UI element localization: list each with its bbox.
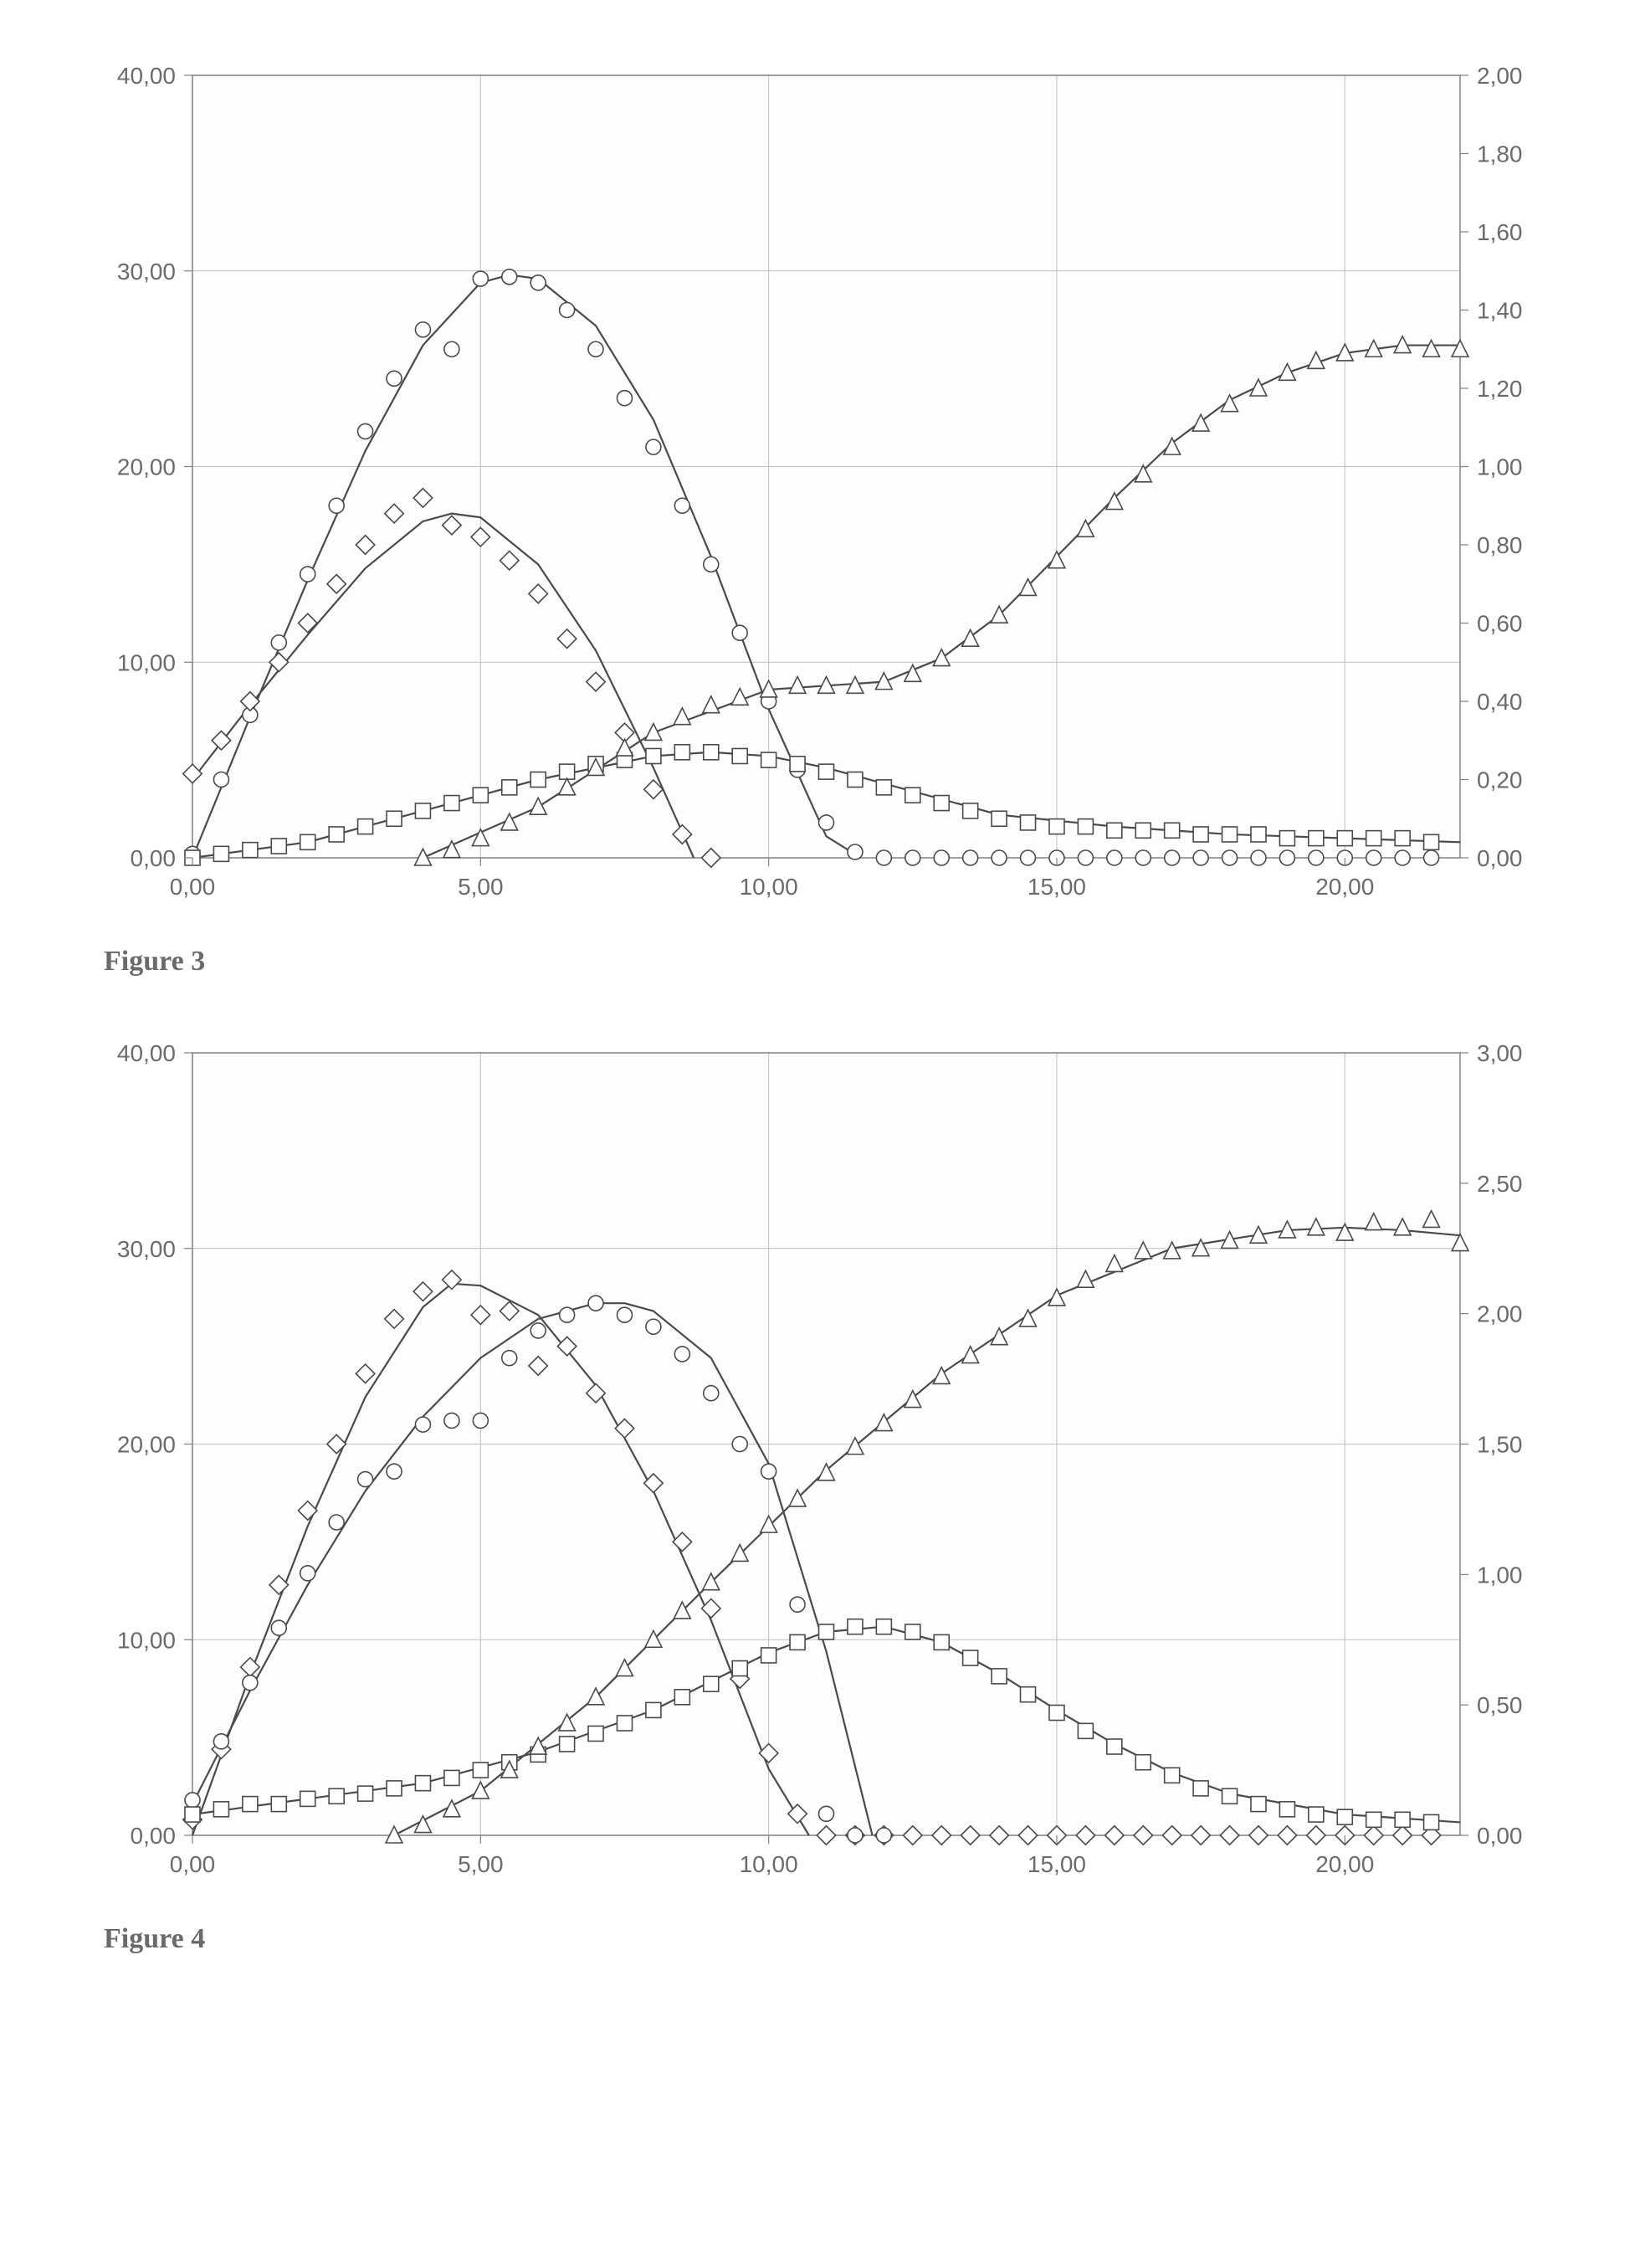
svg-text:0,60: 0,60 (1477, 611, 1523, 637)
svg-text:0,00: 0,00 (131, 845, 177, 871)
svg-text:20,00: 20,00 (117, 1432, 176, 1458)
svg-text:0,00: 0,00 (170, 1851, 216, 1877)
svg-text:2,00: 2,00 (1477, 1301, 1523, 1327)
chart-figure-4: 0,00 5,00 10,00 15,00 20,00 0,00 10,00 20,00 30,… (84, 1028, 1556, 1890)
svg-text:20,00: 20,00 (1315, 1851, 1374, 1877)
svg-text:5,00: 5,00 (458, 874, 504, 900)
chart-figure-3: 0,00 5,00 10,00 15,00 20,00 0,00 10,00 20,00 30,… (84, 50, 1556, 912)
svg-text:15,00: 15,00 (1028, 1851, 1086, 1877)
svg-text:0,00: 0,00 (1477, 845, 1523, 871)
svg-text:0,00: 0,00 (170, 874, 216, 900)
svg-text:3,00: 3,00 (1477, 1040, 1523, 1066)
svg-text:15,00: 15,00 (1028, 874, 1086, 900)
caption-figure-4: Figure 4 (104, 1923, 1556, 1955)
svg-text:1,60: 1,60 (1477, 219, 1523, 245)
svg-text:20,00: 20,00 (1315, 874, 1374, 900)
svg-text:2,50: 2,50 (1477, 1171, 1523, 1197)
svg-text:1,40: 1,40 (1477, 298, 1523, 324)
svg-text:40,00: 40,00 (117, 1040, 176, 1066)
svg-text:5,00: 5,00 (458, 1851, 504, 1877)
svg-text:0,80: 0,80 (1477, 532, 1523, 558)
svg-text:10,00: 10,00 (117, 649, 176, 675)
chart4-svg: 0,00 5,00 10,00 15,00 20,00 0,00 10,00 20,00 30,… (84, 1028, 1556, 1890)
svg-text:20,00: 20,00 (117, 454, 176, 480)
svg-text:0,20: 0,20 (1477, 767, 1523, 793)
caption-figure-3: Figure 3 (104, 946, 1556, 977)
svg-text:0,00: 0,00 (1477, 1823, 1523, 1849)
svg-text:10,00: 10,00 (740, 1851, 798, 1877)
svg-text:1,20: 1,20 (1477, 376, 1523, 402)
svg-text:0,40: 0,40 (1477, 689, 1523, 715)
chart3-svg: 0,00 5,00 10,00 15,00 20,00 0,00 10,00 20,00 30,… (84, 50, 1556, 912)
svg-text:1,80: 1,80 (1477, 141, 1523, 167)
svg-text:1,50: 1,50 (1477, 1432, 1523, 1458)
svg-text:40,00: 40,00 (117, 63, 176, 89)
svg-text:10,00: 10,00 (740, 874, 798, 900)
svg-text:30,00: 30,00 (117, 1236, 176, 1262)
svg-text:2,00: 2,00 (1477, 63, 1523, 89)
svg-text:1,00: 1,00 (1477, 1562, 1523, 1588)
svg-text:0,50: 0,50 (1477, 1692, 1523, 1718)
svg-text:10,00: 10,00 (117, 1627, 176, 1653)
svg-text:1,00: 1,00 (1477, 454, 1523, 480)
svg-text:30,00: 30,00 (117, 259, 176, 285)
svg-text:0,00: 0,00 (131, 1823, 177, 1849)
